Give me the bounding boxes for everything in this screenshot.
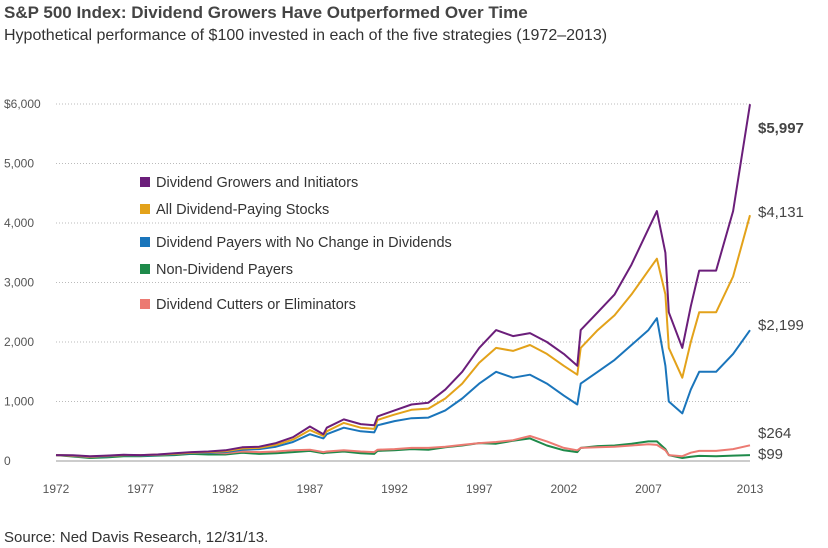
legend-swatch	[140, 237, 150, 247]
legend-swatch	[140, 204, 150, 214]
legend-label: All Dividend-Paying Stocks	[156, 202, 329, 218]
x-tick-label: 2007	[635, 482, 662, 496]
y-tick-label: $6,000	[4, 97, 41, 111]
y-tick-label: 2,000	[4, 335, 34, 349]
x-tick-label: 2013	[737, 482, 764, 496]
x-tick-label: 2002	[550, 482, 577, 496]
x-tick-label: 1987	[297, 482, 324, 496]
grid-lines	[56, 103, 750, 462]
y-axis-ticks: 0 1,000 2,000 3,000 4,000 5,000 $6,000	[4, 97, 41, 468]
x-tick-label: 1992	[381, 482, 408, 496]
y-tick-label: 1,000	[4, 395, 34, 409]
y-tick-label: 3,000	[4, 276, 34, 290]
end-value-label: $264	[758, 425, 791, 442]
chart-title: S&P 500 Index: Dividend Growers Have Out…	[4, 3, 528, 22]
x-tick-label: 1997	[466, 482, 493, 496]
x-tick-label: 1982	[212, 482, 239, 496]
legend-swatch	[140, 299, 150, 309]
legend-label: Dividend Growers and Initiators	[156, 175, 358, 191]
legend: Dividend Growers and Initiators All Divid…	[140, 175, 452, 313]
y-tick-label: 5,000	[4, 157, 34, 171]
y-tick-label: 0	[4, 454, 11, 468]
x-tick-label: 1977	[127, 482, 154, 496]
legend-swatch	[140, 177, 150, 187]
end-value-label: $4,131	[758, 204, 804, 221]
series-line-2	[55, 317, 751, 458]
source-note: Source: Ned Davis Research, 12/31/13.	[4, 529, 269, 546]
legend-swatch	[140, 264, 150, 274]
end-value-label: $5,997	[758, 120, 804, 137]
end-labels: $5,997 $4,131 $2,199 $99 $264	[758, 120, 804, 463]
end-value-label: $2,199	[758, 317, 804, 334]
series-lines	[55, 104, 751, 459]
x-tick-label: 1972	[43, 482, 70, 496]
legend-label: Dividend Payers with No Change in Divide…	[156, 235, 452, 251]
end-value-label: $99	[758, 446, 783, 463]
y-tick-label: 4,000	[4, 216, 34, 230]
series-line-0	[55, 104, 751, 458]
x-axis-ticks: 1972 1977 1982 1987 1992 1997 2002 2007 2013	[43, 482, 764, 496]
chart-subtitle: Hypothetical performance of $100 investe…	[4, 27, 608, 44]
legend-label: Dividend Cutters or Eliminators	[156, 297, 356, 313]
legend-label: Non-Dividend Payers	[156, 262, 293, 278]
